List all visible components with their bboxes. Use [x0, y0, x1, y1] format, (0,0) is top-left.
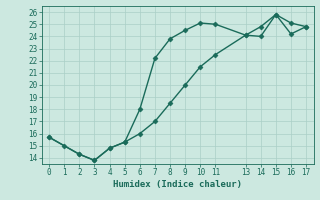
X-axis label: Humidex (Indice chaleur): Humidex (Indice chaleur)	[113, 180, 242, 189]
